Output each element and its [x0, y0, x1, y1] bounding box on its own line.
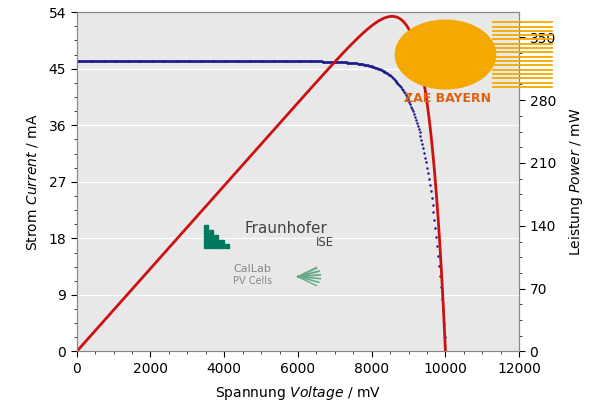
Y-axis label: Strom $\it{Current}$ / mA: Strom $\it{Current}$ / mA [25, 113, 40, 250]
Text: CalLab: CalLab [233, 264, 271, 274]
Text: Fraunhofer: Fraunhofer [245, 221, 327, 236]
Text: PV Cells: PV Cells [233, 276, 272, 286]
Text: ISE: ISE [316, 236, 334, 249]
Text: ZAE BAYERN: ZAE BAYERN [404, 93, 491, 105]
Y-axis label: Leistung $\it{Power}$ / mW: Leistung $\it{Power}$ / mW [567, 107, 585, 256]
X-axis label: Spannung $\it{Voltage}$ / mV: Spannung $\it{Voltage}$ / mV [215, 384, 381, 402]
